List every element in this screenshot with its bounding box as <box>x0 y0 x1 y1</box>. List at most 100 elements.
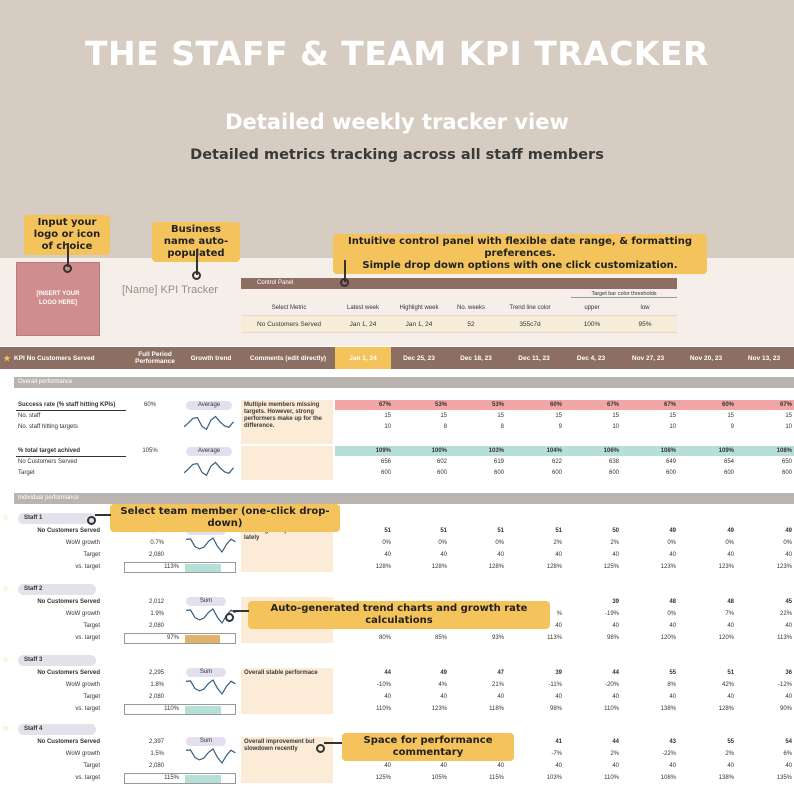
staff-week-value: 40 <box>727 552 734 558</box>
total-target-row-value: 106% <box>603 448 619 454</box>
callout-dot <box>225 613 234 622</box>
target-progress-value: 115% <box>164 775 179 781</box>
star-icon: ☆ <box>2 513 10 522</box>
star-icon: ☆ <box>2 724 10 733</box>
staff-week-value: 123% <box>718 564 734 570</box>
star-icon: ☆ <box>2 584 10 593</box>
staff-hitting-row-value: 8 <box>443 424 447 430</box>
staff-selector[interactable]: Staff 4 <box>18 724 96 735</box>
header-week: Nov 13, 23 <box>747 354 781 362</box>
target-row-value: 600 <box>665 470 676 476</box>
aggregation-pill[interactable]: Sum <box>186 597 226 606</box>
staff-comment[interactable]: Meaningful improvement lately <box>241 526 333 572</box>
staff-week-value: 110% <box>376 706 391 712</box>
served-row-value: 602 <box>436 459 447 465</box>
staff-week-value: 44 <box>612 739 619 745</box>
target-row-value: 600 <box>436 470 447 476</box>
staff-row-label: vs. target <box>75 564 100 570</box>
staff-week-value: 120% <box>718 635 734 641</box>
staff-week-value: 40 <box>440 694 447 700</box>
staff-week-value: 128% <box>718 706 734 712</box>
cp-select-metric[interactable]: No Customers Served <box>257 320 321 328</box>
staff-week-value: 115% <box>489 775 504 781</box>
staff-selector[interactable]: Staff 3 <box>18 655 96 666</box>
hero-subtitle-2: Detailed metrics tracking across all sta… <box>190 147 604 163</box>
staff-hitting-row-value: 9 <box>558 424 562 430</box>
comment-cell[interactable] <box>241 446 333 480</box>
staff-full-value: 2,012 <box>148 599 164 605</box>
callout-line <box>67 243 69 267</box>
callout-team-member: Select team member (one-click drop-down) <box>110 504 340 532</box>
cp-header-latest: Latest week <box>346 305 380 311</box>
staff-week-value: 40 <box>384 694 391 700</box>
staff-week-value: 93% <box>491 635 504 641</box>
target-progress-fill <box>185 775 221 783</box>
staff-hitting-row-label: No. staff hitting targets <box>18 424 78 430</box>
growth-trend-sparkline <box>186 748 236 765</box>
staff-week-value: 40 <box>384 763 391 769</box>
overall-comment[interactable]: Multiple members missing targets. Howeve… <box>241 400 333 444</box>
cp-highlight-week[interactable]: Jan 1, 24 <box>405 320 433 328</box>
staff-row-label: No Customers Served <box>37 670 100 676</box>
staff-week-value: 44 <box>612 670 619 676</box>
cp-trend-color[interactable]: 355c7d <box>519 320 541 328</box>
staff-week-value: 55 <box>727 739 734 745</box>
header-full-period: Full Period Performance <box>135 351 175 365</box>
staff-hitting-row-value: 8 <box>500 424 504 430</box>
cp-upper[interactable]: 100% <box>583 320 601 328</box>
staff-week-value: 49 <box>727 528 734 534</box>
aggregation-pill[interactable]: Average <box>186 401 232 410</box>
callout-dot <box>316 744 325 753</box>
staff-week-value: 49 <box>440 670 447 676</box>
callout-line <box>95 514 111 516</box>
staff-week-value: 113% <box>547 635 562 641</box>
staff-week-value: 39 <box>555 670 562 676</box>
cp-low[interactable]: 95% <box>638 320 652 328</box>
target-progress-value: 110% <box>164 706 179 712</box>
no-staff-row-value: 15 <box>785 413 792 419</box>
staff-week-value: 40 <box>785 694 792 700</box>
control-panel-headers: Select Metric Latest week Highlight week… <box>241 301 677 316</box>
staff-week-value: 2% <box>725 751 734 757</box>
cp-latest-week[interactable]: Jan 1, 24 <box>349 320 377 328</box>
logo-placeholder[interactable]: [INSERT YOUR LOGO HERE] <box>16 262 100 336</box>
target-row-value: 600 <box>781 470 792 476</box>
staff-week-value: 49 <box>669 528 676 534</box>
staff-comment[interactable]: Overall stable performace <box>241 668 333 714</box>
staff-week-value: 0% <box>438 540 447 546</box>
staff-week-value: 41 <box>555 739 562 745</box>
staff-selector[interactable]: Staff 2 <box>18 584 96 595</box>
staff-week-value: 80% <box>378 635 391 641</box>
callout-dot <box>63 264 72 273</box>
staff-row-label: Target <box>83 552 100 558</box>
control-panel: Control Panel Target bar color threshold… <box>241 278 677 336</box>
staff-week-value: 0% <box>667 611 676 617</box>
staff-row-label: WoW growth <box>65 611 100 617</box>
staff-week-value: 40 <box>669 623 676 629</box>
aggregation-pill[interactable]: Sum <box>186 737 226 746</box>
cp-header-trend-color: Trend line color <box>509 305 551 311</box>
staff-week-value: 128% <box>375 564 391 570</box>
no-staff-row-label: No. staff <box>18 413 41 419</box>
staff-selector[interactable]: Staff 1 <box>18 513 96 524</box>
growth-trend-sparkline <box>184 415 234 431</box>
aggregation-pill[interactable]: Sum <box>186 668 226 677</box>
staff-week-value: -11% <box>548 682 562 688</box>
no-staff-row-value: 15 <box>555 413 562 419</box>
staff-week-value: 40 <box>384 552 391 558</box>
header-week-selected[interactable]: Jan 1, 24 <box>335 347 391 369</box>
staff-week-value: 98% <box>549 706 562 712</box>
staff-week-value: 49 <box>785 528 792 534</box>
no-staff-row-value: 15 <box>440 413 447 419</box>
cp-no-weeks[interactable]: 52 <box>467 320 475 328</box>
served-row-value: 656 <box>380 459 391 465</box>
success-rate-row-value: 60% <box>549 402 562 408</box>
staff-week-value: 110% <box>604 706 619 712</box>
staff-week-value: 21% <box>491 682 504 688</box>
aggregation-pill[interactable]: Average <box>186 447 232 456</box>
staff-week-value: 44 <box>384 670 391 676</box>
cp-header-weeks: No. weeks <box>456 305 485 311</box>
staff-week-value: 43 <box>669 739 676 745</box>
staff-week-value: 138% <box>660 706 676 712</box>
staff-full-value: 2,080 <box>148 623 164 629</box>
